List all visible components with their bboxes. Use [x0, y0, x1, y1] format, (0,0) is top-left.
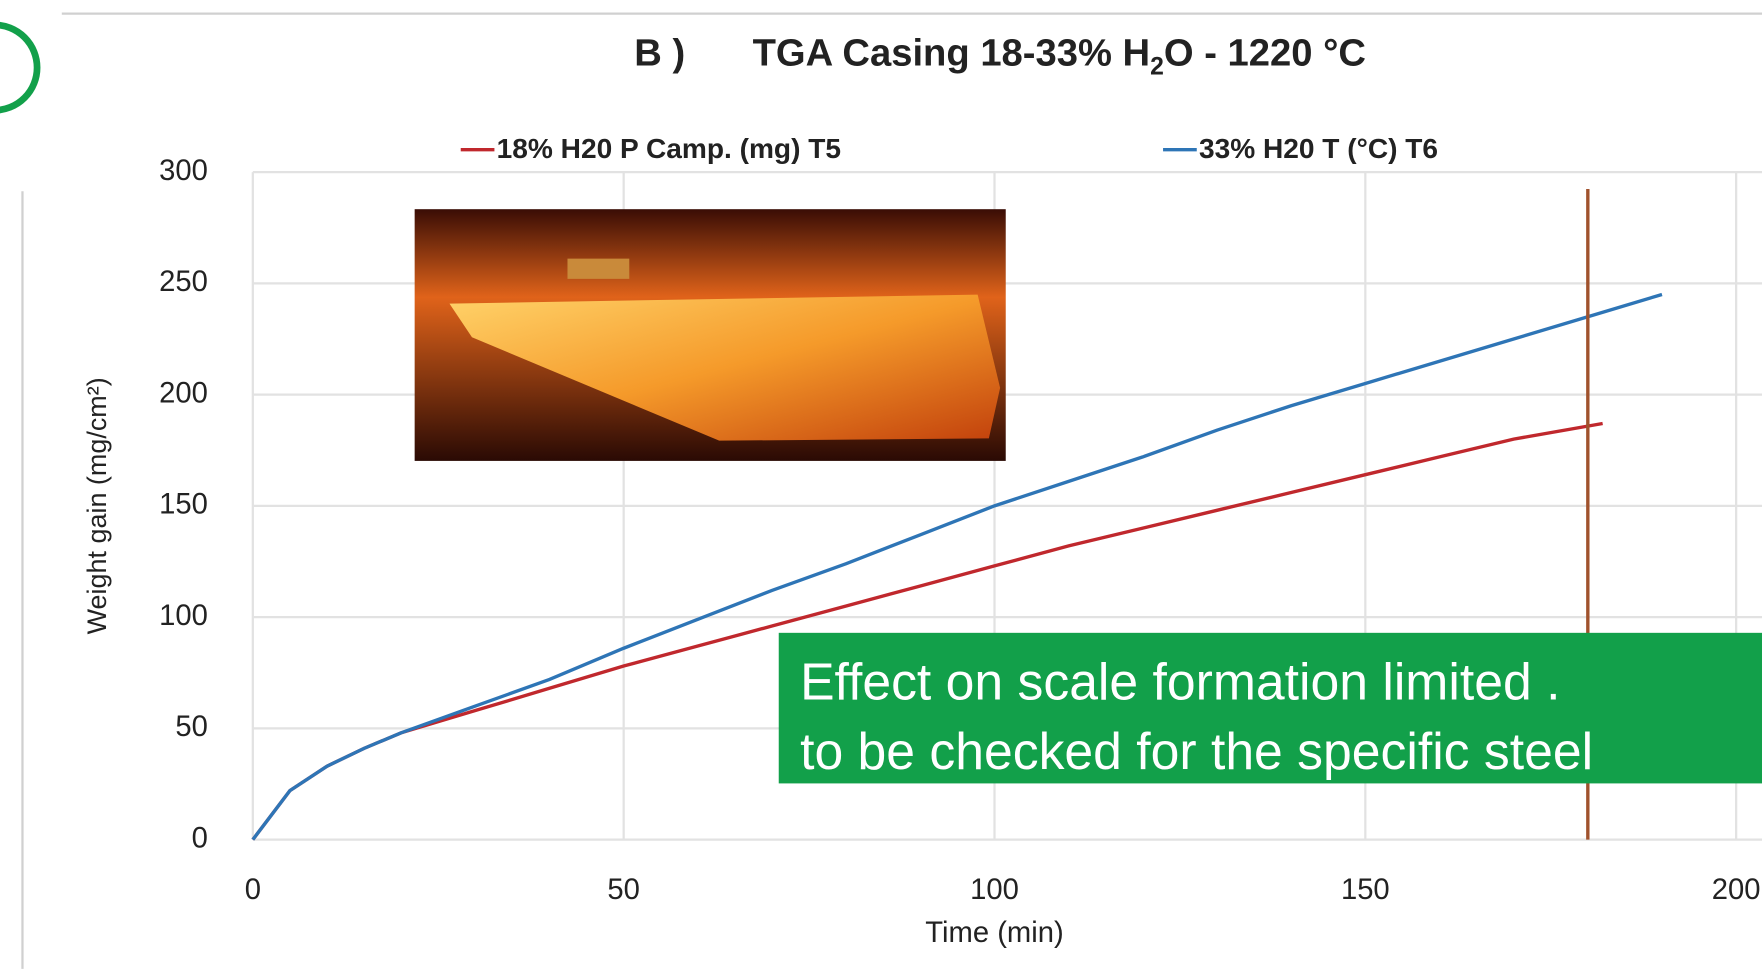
y-tick-label: 150	[159, 489, 208, 521]
x-tick-label: 150	[1341, 874, 1390, 906]
x-axis-label: Time (min)	[925, 917, 1063, 949]
y-tick-label: 100	[159, 600, 208, 632]
legend-label: 33% H20 T (°C) T6	[1199, 133, 1438, 164]
annotation-box	[778, 632, 1762, 784]
series-line	[251, 292, 1663, 841]
title-sub: 2	[1150, 53, 1164, 80]
title-text: TGA Casing 18-33% H	[753, 31, 1151, 74]
x-tick-label: 100	[970, 874, 1019, 906]
photo-inset	[414, 209, 1006, 461]
title-label: B )	[634, 31, 685, 74]
y-axis-label: Weight gain (mg/cm²)	[82, 377, 112, 634]
title-text: O - 1220 °C	[1164, 31, 1366, 74]
annotation-text: to be checked for the specific steel	[800, 722, 1593, 780]
x-tick-label: 0	[245, 874, 261, 906]
logo	[0, 21, 41, 114]
x-tick-label: 50	[607, 874, 639, 906]
y-tick-label: 200	[159, 377, 208, 409]
x-tick-label: 200	[1712, 874, 1761, 906]
y-tick-label: 250	[159, 266, 208, 298]
y-tick-label: 0	[192, 822, 208, 854]
y-tick-label: 300	[159, 155, 208, 187]
annotation-text: Effect on scale formation limited .	[800, 652, 1560, 710]
chart-title: B ) TGA Casing 18-33% H2O - 1220 °C	[634, 31, 1366, 80]
photo-slab	[449, 294, 1001, 441]
legend-label: 18% H20 P Camp. (mg) T5	[497, 133, 841, 164]
y-tick-label: 50	[175, 711, 207, 743]
photo-plate	[567, 258, 630, 279]
